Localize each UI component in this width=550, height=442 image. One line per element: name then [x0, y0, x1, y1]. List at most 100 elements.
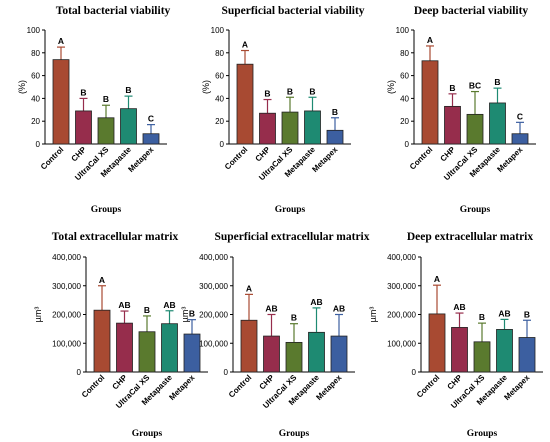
- significance-letter: B: [332, 107, 338, 117]
- category-label: CHP: [439, 145, 458, 164]
- bar-ultracal-xs: [285, 341, 303, 373]
- significance-letter: A: [246, 283, 252, 293]
- bar-metapex: [326, 129, 344, 145]
- significance-letter: A: [242, 40, 248, 50]
- y-axis-label: µm³: [33, 307, 43, 323]
- category-label: CHP: [446, 373, 465, 392]
- bar-control: [93, 309, 111, 373]
- y-tick-label: 100,000: [199, 339, 228, 348]
- significance-letter: AB: [453, 302, 465, 312]
- bar-ultracal-xs: [138, 331, 156, 373]
- category-label: Control: [80, 373, 106, 399]
- bar-control: [428, 313, 446, 373]
- y-tick-label: 300,000: [199, 282, 228, 291]
- y-tick-label: 300,000: [387, 282, 416, 291]
- y-tick-label: 0: [224, 368, 229, 377]
- significance-letter: C: [148, 114, 154, 124]
- significance-letter: AB: [498, 308, 510, 318]
- y-tick-label: 100: [27, 26, 41, 35]
- y-tick-label: 40: [215, 94, 224, 103]
- significance-letter: B: [80, 87, 86, 97]
- bar-metapex: [518, 337, 536, 373]
- bar-chp: [75, 110, 92, 145]
- significance-letter: AB: [333, 304, 345, 314]
- bar-metapaste: [120, 108, 137, 145]
- category-label: Metapex: [502, 373, 531, 402]
- chart-title: Deep extracellular matrix: [407, 231, 533, 243]
- bar-metapaste: [304, 110, 321, 145]
- y-tick-label: 80: [215, 49, 224, 58]
- significance-letter: BC: [469, 81, 481, 91]
- category-label: Control: [415, 373, 441, 399]
- significance-letter: AB: [265, 304, 277, 314]
- category-label: Control: [223, 145, 249, 171]
- y-tick-label: 200,000: [387, 311, 416, 320]
- chart-title: Superficial extracellular matrix: [215, 231, 370, 243]
- y-axis-label: (%): [17, 80, 27, 94]
- y-tick-label: 80: [31, 49, 40, 58]
- y-axis-label: µm³: [368, 307, 378, 323]
- y-tick-label: 100,000: [387, 339, 416, 348]
- y-tick-label: 20: [215, 117, 224, 126]
- significance-letter: B: [103, 94, 109, 104]
- category-label: Metapex: [167, 373, 196, 402]
- significance-letter: B: [144, 305, 150, 315]
- y-tick-label: 20: [400, 117, 409, 126]
- bar-metapex: [511, 133, 529, 145]
- category-label: Metapex: [495, 145, 524, 174]
- x-axis-label: Groups: [460, 205, 491, 215]
- y-axis-label: (%): [386, 80, 396, 94]
- x-axis-label: Groups: [91, 205, 122, 215]
- significance-letter: B: [449, 83, 455, 93]
- category-label: Metapex: [126, 145, 155, 174]
- significance-letter: B: [291, 313, 297, 323]
- y-tick-label: 40: [400, 94, 409, 103]
- bar-chp: [263, 335, 280, 373]
- y-tick-label: 0: [220, 140, 225, 149]
- category-label: CHP: [111, 373, 130, 392]
- bar-metapaste: [496, 329, 513, 373]
- y-tick-label: 100,000: [52, 339, 81, 348]
- bar-chp: [116, 322, 133, 373]
- category-label: CHP: [254, 145, 273, 164]
- y-tick-label: 0: [36, 140, 41, 149]
- significance-letter: B: [287, 86, 293, 96]
- category-label: CHP: [258, 373, 277, 392]
- chart-title: Deep bacterial viability: [414, 5, 529, 17]
- significance-letter: B: [524, 309, 530, 319]
- bar-metapex: [330, 335, 348, 373]
- x-axis-label: Groups: [275, 205, 306, 215]
- y-tick-label: 40: [31, 94, 40, 103]
- y-tick-label: 80: [400, 49, 409, 58]
- significance-letter: A: [99, 275, 105, 285]
- x-axis-label: Groups: [467, 429, 498, 439]
- bar-metapaste: [161, 323, 178, 373]
- bar-chp: [259, 112, 276, 145]
- y-tick-label: 0: [412, 368, 417, 377]
- category-label: Control: [39, 145, 65, 171]
- bar-metapex: [183, 333, 201, 373]
- significance-letter: B: [494, 77, 500, 87]
- bar-ultracal-xs: [97, 117, 115, 145]
- bar-control: [236, 63, 254, 145]
- significance-letter: B: [309, 86, 315, 96]
- bar-ultracal-xs: [473, 341, 491, 373]
- significance-letter: A: [58, 36, 64, 46]
- x-axis-label: Groups: [132, 429, 163, 439]
- x-axis-label: Groups: [279, 429, 310, 439]
- y-tick-label: 60: [31, 72, 40, 81]
- y-axis-label: µm³: [180, 307, 190, 323]
- y-tick-label: 100: [211, 26, 225, 35]
- significance-letter: B: [479, 312, 485, 322]
- category-label: Metapex: [310, 145, 339, 174]
- bar-metapaste: [489, 102, 506, 145]
- bar-chp: [451, 327, 468, 373]
- significance-letter: B: [189, 309, 195, 319]
- significance-letter: AB: [310, 297, 322, 307]
- bar-ultracal-xs: [466, 113, 484, 145]
- bar-control: [240, 319, 258, 373]
- chart-title: Total bacterial viability: [56, 5, 171, 17]
- category-label: CHP: [70, 145, 89, 164]
- chart-title: Total extracellular matrix: [52, 231, 179, 243]
